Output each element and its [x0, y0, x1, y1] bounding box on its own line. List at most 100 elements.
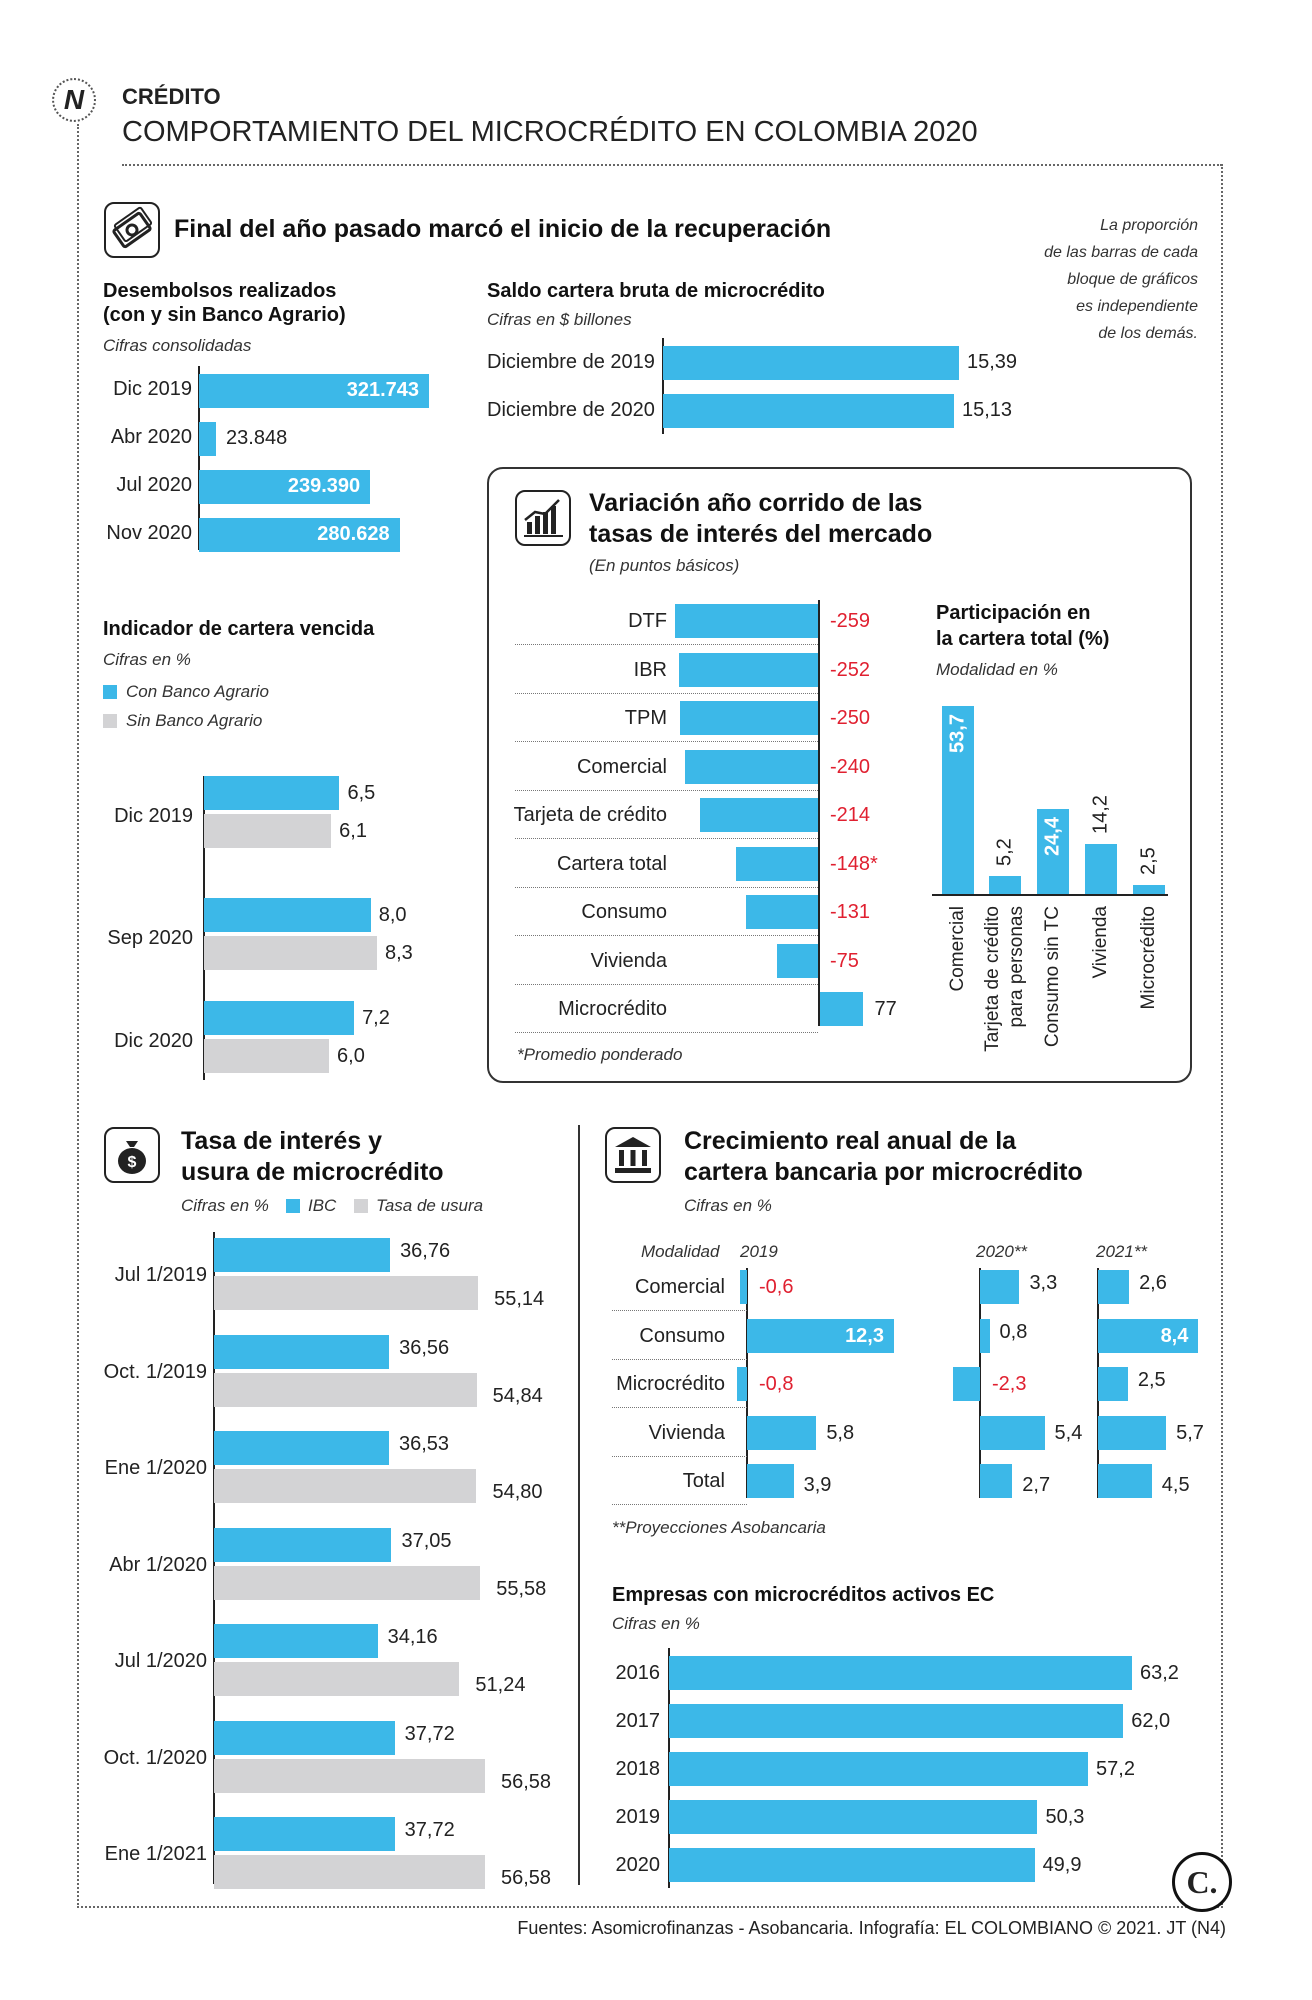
crecimiento-bar — [747, 1464, 794, 1498]
frame-left — [77, 124, 79, 1908]
tasas-row-divider — [515, 983, 818, 985]
empresas-title: Empresas con microcréditos activos EC — [612, 1584, 995, 1606]
vencida-value-label: 8,0 — [378, 904, 407, 926]
participacion-bar — [942, 706, 974, 894]
vencida-subtitle: Cifras en % — [103, 650, 191, 669]
money-bag-icon: $ — [104, 1127, 160, 1183]
usura-category-label: Oct. 1/2020 — [103, 1746, 207, 1769]
usura-value-label: 51,24 — [475, 1674, 526, 1696]
usura-value-label: 54,80 — [492, 1481, 543, 1503]
note-line-4: es independiente — [1076, 298, 1198, 315]
desembolsos-value-label: 239.390 — [287, 475, 361, 497]
empresas-value-label: 57,2 — [1096, 1758, 1135, 1780]
crecimiento-value-label: 0,8 — [999, 1320, 1028, 1343]
crecimiento-bar — [739, 1270, 747, 1304]
crecimiento-year-header: 2019 — [740, 1242, 778, 1261]
saldo-subtitle: Cifras en $ billones — [487, 310, 632, 329]
participacion-category-label: Tarjeta de crédito — [982, 906, 1003, 1052]
saldo-bar — [663, 394, 954, 428]
empresas-category-label: 2017 — [615, 1710, 661, 1732]
usura-category-label: Jul 1/2019 — [114, 1264, 207, 1286]
legend-swatch-sin — [103, 714, 117, 728]
crecimiento-bar — [980, 1318, 990, 1353]
section3-title-1: Tasa de interés y — [181, 1127, 383, 1155]
tasas-footnote: *Promedio ponderado — [517, 1045, 683, 1064]
usura-bar — [214, 1238, 391, 1272]
crecimiento-row-divider — [612, 1310, 747, 1311]
tasas-value-label: -240 — [830, 755, 871, 778]
empresas-value-label: 49,9 — [1042, 1854, 1082, 1876]
crecimiento-row-divider — [612, 1504, 747, 1505]
empresas-category-label: 2018 — [615, 1758, 661, 1780]
crecimiento-bar — [1098, 1318, 1199, 1353]
desembolsos-value-label: 280.628 — [317, 523, 390, 545]
empresas-subtitle: Cifras en % — [612, 1614, 700, 1633]
crecimiento-value-label: 3,9 — [803, 1474, 832, 1496]
participacion-category-label: Microcrédito — [1138, 906, 1159, 1010]
crecimiento-row-header: Modalidad — [641, 1242, 720, 1261]
section3-title-2: usura de microcrédito — [181, 1158, 444, 1186]
desembolsos-value-label: 321.743 — [346, 379, 419, 401]
crecimiento-value-label: 5,4 — [1054, 1421, 1083, 1444]
tasas-value-label: -252 — [830, 658, 871, 681]
tasas-row-divider — [515, 741, 818, 742]
note-line-2: de las barras de cada — [1044, 244, 1198, 261]
tasas-value-label: -131 — [830, 901, 871, 923]
tasas-row-divider — [515, 886, 818, 888]
vencida-category-label: Dic 2020 — [114, 1030, 193, 1052]
tasas-bar — [699, 798, 818, 832]
crecimiento-category-label: Microcrédito — [616, 1373, 725, 1395]
vencida-bar — [204, 1001, 355, 1035]
usura-bar — [214, 1372, 477, 1407]
crecimiento-bar — [952, 1367, 980, 1401]
usura-value-label: 37,05 — [401, 1529, 452, 1552]
crecimiento-value-label: -2,3 — [992, 1373, 1027, 1395]
tasas-bar — [678, 652, 818, 687]
tasas-bar — [685, 749, 818, 784]
tasas-value-label: -148* — [830, 852, 878, 875]
participacion-category-label: para personas — [1006, 906, 1027, 1028]
tasas-value-label: 77 — [874, 998, 897, 1020]
usura-bar — [214, 1334, 390, 1369]
legend-swatch-ibc — [286, 1199, 300, 1213]
crecimiento-value-label: 2,7 — [1022, 1474, 1051, 1496]
crecimiento-value-label: 12,3 — [845, 1324, 884, 1347]
desembolsos-bar — [199, 518, 400, 552]
crecimiento-value-label: -0,8 — [759, 1373, 794, 1395]
footer-logo: C. — [1172, 1852, 1232, 1912]
vencida-value-label: 6,1 — [339, 820, 367, 842]
crecimiento-category-label: Total — [682, 1470, 725, 1492]
vencida-bar — [204, 898, 371, 932]
legend-swatch-con — [103, 685, 117, 699]
desembolsos-category-label: Dic 2019 — [113, 378, 192, 400]
empresas-category-label: 2020 — [615, 1854, 661, 1876]
vencida-bar — [204, 776, 340, 810]
tasas-category-label: Tarjeta de crédito — [513, 804, 667, 826]
vencida-value-label: 7,2 — [362, 1007, 390, 1029]
bank-icon — [605, 1127, 661, 1183]
crecimiento-bar — [747, 1318, 894, 1353]
page-title: COMPORTAMIENTO DEL MICROCRÉDITO EN COLOM… — [122, 116, 978, 148]
participacion-value-label: 2,5 — [1137, 847, 1160, 876]
chart-growth-icon — [515, 490, 571, 546]
usura-bar — [214, 1624, 378, 1658]
participacion-bar — [1037, 808, 1069, 894]
crecimiento-bar — [980, 1415, 1045, 1450]
money-icon — [104, 202, 160, 258]
usura-category-label: Oct. 1/2019 — [103, 1360, 207, 1383]
desembolsos-bar — [199, 470, 371, 504]
participacion-category-label: Vivienda — [1090, 906, 1111, 979]
empresas-bar — [669, 1800, 1038, 1834]
desembolsos-title: Desembolsos realizados — [103, 280, 337, 302]
usura-value-label: 55,58 — [496, 1577, 547, 1600]
usura-bar — [214, 1720, 395, 1755]
legend-label-usura: Tasa de usura — [376, 1196, 484, 1215]
participacion-bar — [1133, 885, 1165, 894]
tasas-category-label: Cartera total — [556, 852, 667, 875]
participacion-category-label: Consumo sin TC — [1042, 906, 1063, 1048]
tasas-row-divider — [515, 935, 818, 936]
frame-right — [1221, 164, 1223, 1908]
empresas-category-label: 2016 — [615, 1662, 661, 1684]
crecimiento-row-divider — [612, 1407, 747, 1408]
crecimiento-value-label: 5,7 — [1176, 1421, 1204, 1444]
